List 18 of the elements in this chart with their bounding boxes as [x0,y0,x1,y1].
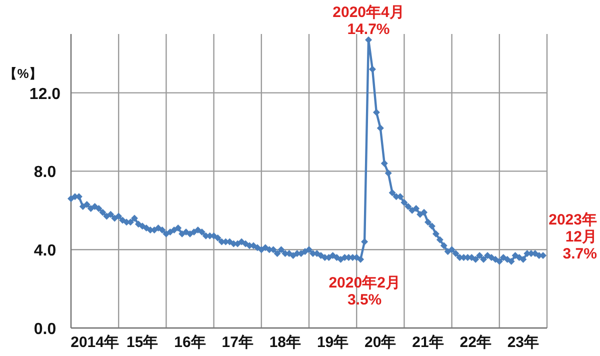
annotation: 2020年2月 3.5% [328,274,400,308]
annotation: 2023年 12月 3.7% [548,211,597,262]
y-tick-label: 4.0 [34,242,56,260]
y-tick-label: 8.0 [34,164,56,182]
x-tick-label: 22年 [460,334,492,351]
x-tick-label: 15年 [126,334,158,351]
y-tick-label: 0.0 [34,321,56,338]
x-tick-label: 19年 [316,334,349,351]
x-tick-label: 20年 [364,334,396,351]
x-tick-label: 17年 [222,334,254,351]
y-tick-label: 12.0 [29,86,61,103]
y-axis-title: 【%】 [4,66,42,81]
x-tick-label: 18年 [269,334,302,351]
x-tick-label: 23年 [507,334,540,351]
x-tick-label: 21年 [412,334,444,351]
annotation: 2020年4月 14.7% [332,4,404,38]
x-tick-label: 16年 [174,334,206,351]
x-tick-label: 2014年 [70,334,119,351]
